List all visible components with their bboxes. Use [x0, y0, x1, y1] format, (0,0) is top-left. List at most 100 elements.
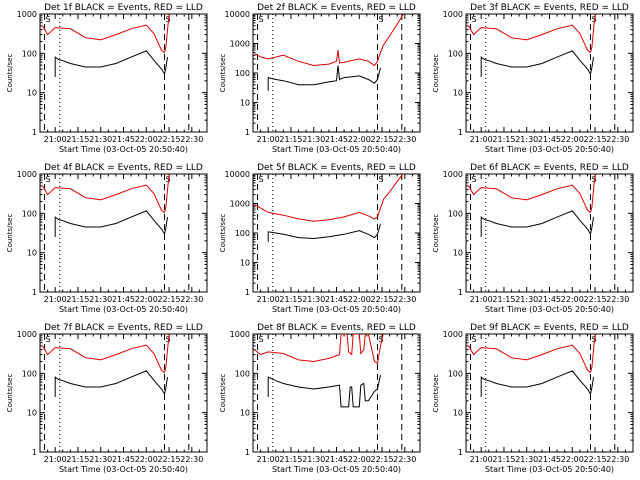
y-tick-label: 1000	[17, 170, 37, 179]
x-tick-label: 22:15	[371, 295, 394, 304]
series-line-black	[480, 370, 594, 397]
x-tick-label: 21:45	[538, 295, 561, 304]
event-marker-label: S	[259, 15, 264, 24]
x-tick-label: 21:30	[302, 135, 325, 144]
x-tick-label: 22:30	[606, 295, 629, 304]
x-tick-label: 21:00	[470, 295, 493, 304]
series-line-black	[267, 65, 381, 91]
y-tick-label: 1000	[17, 10, 37, 19]
y-tick-label: 1	[458, 128, 463, 137]
chart-title: Det 3f BLACK = Events, RED = LLD	[470, 3, 629, 13]
x-tick-label: 22:00	[561, 135, 584, 144]
event-marker-label: S	[165, 335, 170, 344]
chart-title: Det 2f BLACK = Events, RED = LLD	[257, 3, 416, 13]
x-axis-label: Start Time (03-Oct-05 20:50:40)	[59, 145, 188, 154]
x-tick-label: 22:30	[393, 135, 416, 144]
x-tick-label: 22:15	[584, 135, 607, 144]
x-tick-label: 22:30	[180, 295, 203, 304]
series-line-red	[467, 14, 597, 54]
series-line-black	[54, 50, 168, 77]
chart-title: Det 8f BLACK = Events, RED = LLD	[257, 323, 416, 333]
x-tick-label: 21:00	[44, 135, 67, 144]
x-tick-label: 21:30	[89, 295, 112, 304]
y-tick-label: 100	[22, 49, 37, 58]
x-tick-label: 21:00	[470, 455, 493, 464]
x-tick-label: 21:00	[470, 135, 493, 144]
y-tick-label: 1	[245, 128, 250, 137]
y-axis-label: Counts/sec	[6, 374, 14, 413]
y-tick-label: 10	[240, 99, 250, 108]
y-axis-label: Counts/sec	[219, 374, 227, 413]
y-tick-label: 10	[453, 249, 463, 258]
chart-panel-1: Det 1f BLACK = Events, RED = LLD Counts/s…	[6, 3, 208, 154]
y-tick-label: 10	[27, 409, 37, 418]
x-tick-label: 22:15	[371, 455, 394, 464]
event-marker-label: S	[46, 15, 51, 24]
x-tick-label: 22:00	[135, 295, 158, 304]
x-tick-label: 21:15	[279, 295, 302, 304]
x-tick-label: 22:30	[606, 455, 629, 464]
y-tick-label: 10	[453, 409, 463, 418]
plot-frame	[252, 333, 421, 453]
x-tick-label: 21:45	[325, 455, 348, 464]
y-tick-label: 10	[240, 409, 250, 418]
x-axis-label: Start Time (03-Oct-05 20:50:40)	[272, 465, 401, 474]
series-group	[41, 14, 171, 77]
y-tick-label: 1000	[443, 10, 463, 19]
event-marker-label: S	[46, 175, 51, 184]
y-axis-label: Counts/sec	[219, 54, 227, 93]
chart-panel-9: Det 9f BLACK = Events, RED = LLD Counts/s…	[432, 323, 634, 474]
event-marker-label: S	[591, 15, 596, 24]
series-line-black	[480, 210, 594, 237]
chart-title: Det 6f BLACK = Events, RED = LLD	[470, 163, 629, 173]
series-line-black	[267, 223, 381, 242]
y-tick-label: 1	[245, 288, 250, 297]
chart-panel-2: Det 2f BLACK = Events, RED = LLD Counts/s…	[219, 3, 421, 154]
x-tick-label: 22:00	[561, 295, 584, 304]
chart-title: Det 7f BLACK = Events, RED = LLD	[44, 323, 203, 333]
x-tick-label: 22:00	[561, 455, 584, 464]
x-tick-label: 21:30	[302, 295, 325, 304]
event-marker-label: S	[259, 335, 264, 344]
x-tick-label: 22:30	[393, 455, 416, 464]
y-tick-label: 100	[22, 369, 37, 378]
y-axis-label: Counts/sec	[432, 54, 440, 93]
series-line-black	[267, 374, 381, 408]
event-marker-label: S	[472, 15, 477, 24]
chart-title: Det 9f BLACK = Events, RED = LLD	[470, 323, 629, 333]
x-tick-label: 21:30	[515, 455, 538, 464]
y-tick-label: 1000	[443, 330, 463, 339]
event-marker-label: S	[591, 335, 596, 344]
y-tick-label: 1000	[17, 330, 37, 339]
series-group	[467, 334, 597, 397]
series-group	[41, 174, 171, 237]
x-axis-label: Start Time (03-Oct-05 20:50:40)	[485, 145, 614, 154]
series-group	[467, 174, 597, 237]
x-axis-label: Start Time (03-Oct-05 20:50:40)	[59, 305, 188, 314]
x-tick-label: 22:15	[584, 455, 607, 464]
chart-title: Det 1f BLACK = Events, RED = LLD	[44, 3, 203, 13]
y-tick-label: 1	[458, 448, 463, 457]
series-group	[254, 14, 405, 91]
x-tick-label: 21:00	[257, 455, 280, 464]
y-tick-label: 1000	[230, 200, 250, 209]
series-line-red	[254, 14, 405, 67]
y-tick-label: 10000	[225, 170, 250, 179]
event-marker-label: S	[472, 175, 477, 184]
x-tick-label: 22:00	[135, 135, 158, 144]
y-tick-label: 100	[448, 49, 463, 58]
x-tick-label: 21:15	[492, 295, 515, 304]
x-tick-label: 22:15	[158, 295, 181, 304]
y-tick-label: 1000	[230, 40, 250, 49]
event-marker-label: S	[165, 15, 170, 24]
x-tick-label: 21:45	[538, 135, 561, 144]
x-tick-label: 21:30	[89, 135, 112, 144]
series-group	[467, 14, 597, 77]
event-marker-label: S	[591, 175, 596, 184]
y-tick-label: 100	[235, 229, 250, 238]
x-tick-label: 21:15	[279, 135, 302, 144]
x-tick-label: 21:45	[112, 135, 135, 144]
x-axis-label: Start Time (03-Oct-05 20:50:40)	[485, 305, 614, 314]
y-tick-label: 100	[235, 69, 250, 78]
x-tick-label: 21:00	[44, 295, 67, 304]
